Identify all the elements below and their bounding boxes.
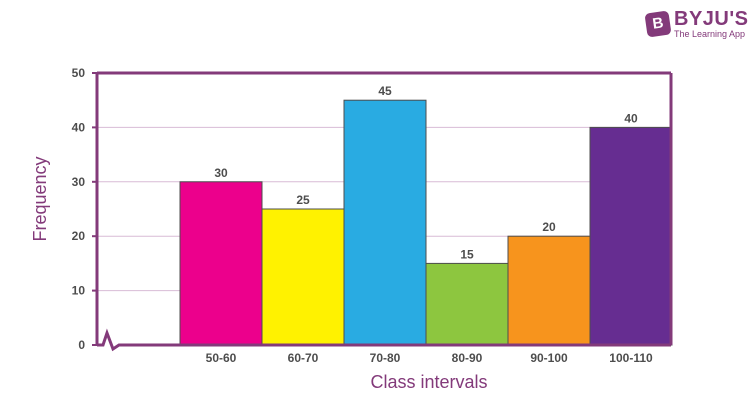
x-tick-label: 50-60: [206, 351, 237, 365]
x-tick-label: 70-80: [370, 351, 401, 365]
x-tick-labels: 50-60 60-70 70-80 80-90 90-100 100-110: [206, 351, 653, 365]
brand-tagline: The Learning App: [674, 29, 746, 39]
bar: [343, 99, 427, 346]
bar: [179, 181, 263, 346]
y-tick-label: 50: [72, 66, 86, 80]
brand-logo: B BYJU'S The Learning App: [644, 8, 749, 40]
x-tick-label: 60-70: [288, 351, 319, 365]
data-label: 45: [378, 84, 392, 98]
bar: [261, 208, 345, 346]
bar: [425, 262, 509, 346]
bars: [179, 99, 673, 346]
data-label: 15: [460, 247, 474, 261]
x-tick-label: 80-90: [452, 351, 483, 365]
data-labels: 30 25 45 15 20 40: [214, 84, 638, 261]
y-axis-label: Frequency: [30, 156, 50, 241]
y-tick-label: 30: [72, 175, 86, 189]
y-tick-label: 10: [72, 284, 86, 298]
x-tick-label: 100-110: [609, 351, 653, 365]
y-tick-label: 20: [72, 229, 86, 243]
y-tick-label: 0: [78, 338, 85, 352]
plot-frame: [92, 71, 673, 352]
y-tick-label: 40: [72, 120, 86, 134]
data-label: 40: [624, 111, 638, 125]
x-tick-label: 90-100: [530, 351, 568, 365]
y-tick-labels: 0 10 20 30 40 50: [72, 66, 86, 352]
x-axis-line: [97, 328, 671, 352]
brand-name: BYJU'S: [674, 8, 749, 30]
data-label: 30: [214, 166, 228, 180]
data-label: 20: [542, 220, 556, 234]
bar: [589, 126, 673, 346]
bar: [507, 235, 591, 346]
x-axis-label: Class intervals: [370, 372, 487, 392]
data-label: 25: [296, 193, 310, 207]
